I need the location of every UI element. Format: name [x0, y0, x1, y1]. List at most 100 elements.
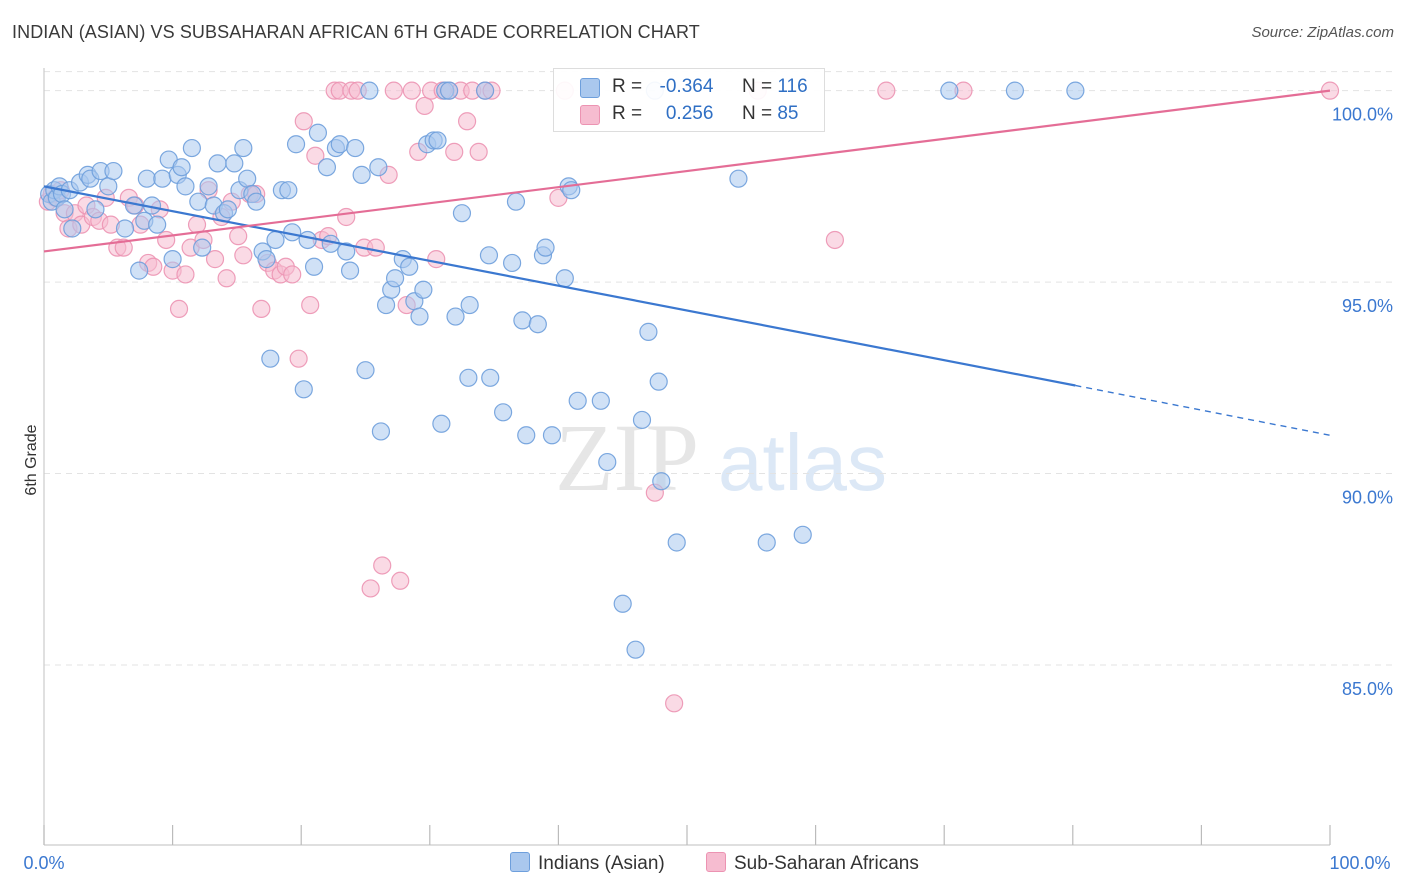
- data-point-indian: [360, 81, 379, 100]
- data-point-sub-saharan: [217, 269, 236, 288]
- data-point-indian: [189, 192, 208, 211]
- data-point-sub-saharan: [289, 349, 308, 368]
- data-point-indian: [542, 426, 562, 445]
- watermark-zip: ZIP: [555, 404, 699, 511]
- data-point-indian: [475, 81, 495, 100]
- data-point-indian: [99, 177, 118, 196]
- legend-n-value: 116: [777, 76, 808, 97]
- data-point-sub-saharan: [229, 227, 248, 246]
- data-point-indian: [369, 158, 388, 177]
- data-point-indian: [148, 215, 167, 234]
- data-point-indian: [446, 307, 465, 326]
- data-point-indian: [649, 372, 668, 391]
- data-point-indian: [517, 426, 536, 445]
- data-point-sub-saharan: [366, 238, 385, 257]
- data-point-sub-saharan: [169, 299, 189, 319]
- data-point-indian: [234, 138, 253, 158]
- data-point-indian: [304, 257, 324, 276]
- data-point-indian: [528, 315, 547, 334]
- data-point-indian: [506, 192, 526, 211]
- data-point-sub-saharan: [337, 207, 356, 227]
- data-point-indian: [428, 131, 447, 150]
- data-point-indian: [757, 533, 776, 552]
- data-point-indian: [104, 161, 123, 181]
- watermark-atlas: atlas: [718, 418, 887, 507]
- data-point-indian: [940, 81, 959, 100]
- data-point-indian: [346, 138, 365, 158]
- data-point-indian: [352, 165, 371, 184]
- y-tick-label: 95.0%: [1342, 296, 1393, 316]
- data-point-indian: [410, 307, 429, 326]
- data-point-indian: [632, 410, 652, 430]
- x-tick-label: 100.0%: [1329, 853, 1390, 873]
- trend-line-indians-extension: [1075, 384, 1331, 436]
- data-point-indian: [176, 177, 195, 196]
- legend-n-label: N =: [741, 103, 773, 124]
- data-point-indian: [286, 135, 306, 154]
- data-point-indian: [330, 135, 349, 154]
- data-point-indian: [494, 403, 513, 422]
- data-point-indian: [459, 368, 478, 387]
- data-point-sub-saharan: [391, 571, 410, 590]
- data-point-indian: [137, 169, 156, 188]
- data-point-indian: [371, 422, 391, 441]
- data-point-sub-saharan: [445, 142, 464, 162]
- data-point-indian: [481, 368, 500, 387]
- data-point-indian: [182, 138, 201, 158]
- data-point-sub-saharan: [427, 250, 446, 269]
- data-point-indian: [414, 280, 433, 299]
- trend-line-indians: [43, 185, 1076, 387]
- tick-labels: 85.0% 90.0% 95.0% 100.0% 0.0% 100.0%: [23, 105, 1393, 873]
- bottom-legend-label-indians: Indians (Asian): [538, 853, 665, 874]
- data-point-indian: [479, 246, 499, 265]
- data-point-indian: [279, 181, 298, 200]
- data-point-indian: [294, 380, 313, 399]
- data-point-indian: [199, 177, 218, 196]
- data-point-indian: [130, 261, 149, 280]
- chart-title: INDIAN (ASIAN) VS SUBSAHARAN AFRICAN 6TH…: [12, 22, 700, 42]
- series-indians-asian: [40, 81, 1085, 659]
- data-point-indian: [340, 261, 360, 280]
- data-point-indian: [555, 269, 574, 288]
- y-tick-label: 100.0%: [1332, 105, 1393, 125]
- data-point-indian: [626, 640, 645, 659]
- data-point-indian: [598, 452, 617, 472]
- data-point-indian: [503, 253, 522, 273]
- data-point-indian: [1005, 81, 1025, 100]
- series-sub-saharan-africans: [38, 81, 1340, 713]
- data-point-indian: [317, 158, 337, 177]
- legend-n-label: N =: [741, 76, 773, 97]
- chart-source: Source: ZipAtlas.com: [1251, 24, 1394, 41]
- bottom-legend-indians: Indians (Asian): [510, 852, 665, 875]
- data-point-indian: [652, 472, 671, 491]
- data-point-indian: [225, 154, 244, 173]
- data-point-indian: [639, 322, 658, 341]
- legend-n-value: 85: [777, 103, 799, 124]
- y-axis-label: 6th Grade: [23, 424, 40, 495]
- data-point-sub-saharan: [665, 694, 684, 713]
- data-point-sub-saharan: [157, 230, 176, 250]
- data-point-sub-saharan: [415, 96, 434, 116]
- legend-r-label: R =: [612, 76, 643, 97]
- data-point-indian: [729, 169, 748, 188]
- y-tick-label: 90.0%: [1342, 488, 1393, 508]
- legend-r-label: R =: [612, 103, 643, 124]
- watermark: ZIP atlas: [555, 404, 887, 511]
- data-point-indian: [591, 391, 610, 410]
- legend-r-value: -0.364: [659, 76, 714, 97]
- legend-swatch-pink: [580, 105, 600, 125]
- data-point-indian: [266, 230, 285, 250]
- data-point-indian: [86, 200, 105, 219]
- stats-legend: R = -0.364 N = 116 R = 0.256 N = 85: [553, 68, 825, 132]
- data-point-indian: [460, 295, 479, 315]
- data-point-sub-saharan: [384, 81, 403, 100]
- data-point-sub-saharan: [234, 246, 253, 265]
- data-point-sub-saharan: [361, 579, 380, 598]
- data-point-indian: [432, 414, 451, 433]
- data-point-indian: [452, 204, 472, 223]
- data-point-sub-saharan: [283, 265, 302, 284]
- data-point-indian: [261, 349, 280, 368]
- data-point-sub-saharan: [301, 295, 320, 315]
- data-point-indian: [153, 169, 172, 188]
- data-point-indian: [172, 158, 191, 177]
